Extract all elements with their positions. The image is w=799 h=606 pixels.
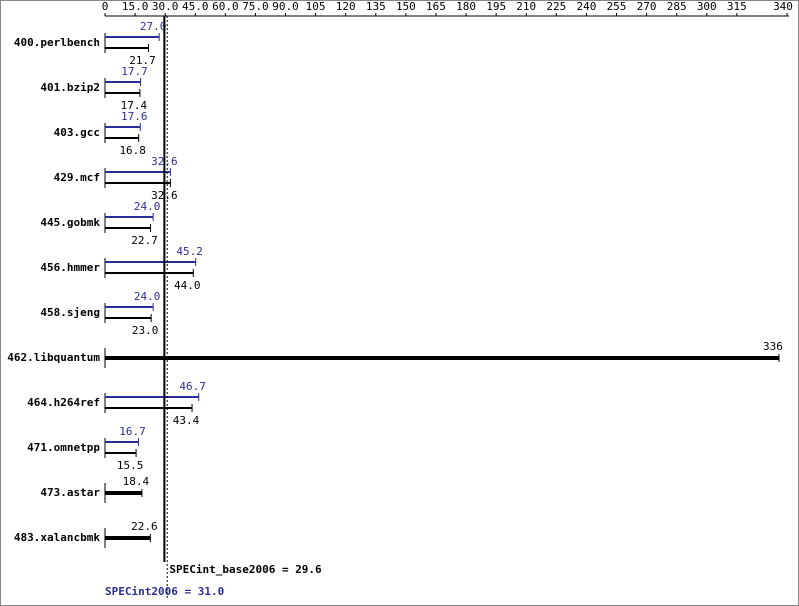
bar [105,126,141,128]
value-label: 16.7 [119,425,146,438]
bar [105,317,152,319]
value-label: 21.7 [129,54,156,67]
value-label: 17.4 [121,99,148,112]
reference-label: SPECint2006 = 31.0 [105,585,224,598]
bar [105,306,154,308]
value-label: 17.6 [121,110,148,123]
value-label: 44.0 [174,279,201,292]
category-label: 483.xalancbmk [14,531,100,544]
x-tick-label: 90.0 [272,0,299,13]
x-tick-label: 60.0 [212,0,239,13]
value-label: 45.2 [176,245,203,258]
x-tick-label: 285 [667,0,687,13]
value-label: 22.7 [131,234,158,247]
category-label: 445.gobmk [40,216,100,229]
bar [105,227,151,229]
x-tick-label: 105 [306,0,326,13]
x-tick-label: 195 [486,0,506,13]
value-label: 22.6 [131,520,158,533]
x-tick-label: 340 [773,0,793,13]
category-label: 462.libquantum [7,351,100,364]
value-label: 43.4 [173,414,200,427]
reference-label: SPECint_base2006 = 29.6 [169,563,322,576]
x-tick-label: 0 [102,0,109,13]
bar [105,441,139,443]
bar [105,182,171,184]
x-tick-label: 165 [426,0,446,13]
x-tick-label: 210 [516,0,536,13]
value-label: 17.7 [121,65,148,78]
x-tick-label: 255 [607,0,627,13]
x-tick-label: 120 [336,0,356,13]
x-tick-label: 30.0 [152,0,179,13]
value-label: 23.0 [132,324,159,337]
category-label: 403.gcc [54,126,100,139]
x-tick-label: 270 [637,0,657,13]
bar [105,47,149,49]
category-label: 401.bzip2 [40,81,100,94]
value-label: 24.0 [134,200,161,213]
bar [105,396,199,398]
value-label: 336 [763,340,783,353]
value-label: 27.0 [140,20,167,33]
category-label: 473.astar [40,486,100,499]
bar [105,92,140,94]
x-tick-label: 225 [546,0,566,13]
category-label: 458.sjeng [40,306,100,319]
category-label: 400.perlbench [14,36,100,49]
x-tick-label: 45.0 [182,0,209,13]
x-tick-label: 300 [697,0,717,13]
x-tick-label: 15.0 [122,0,149,13]
category-label: 456.hmmer [40,261,100,274]
value-label: 16.8 [119,144,146,157]
x-tick-label: 150 [396,0,416,13]
value-label: 46.7 [179,380,206,393]
value-label: 24.0 [134,290,161,303]
category-label: 429.mcf [54,171,100,184]
bar [105,171,171,173]
bar [105,81,141,83]
bar [105,216,154,218]
value-label: 15.5 [117,459,144,472]
bar [105,137,139,139]
x-tick-label: 75.0 [242,0,269,13]
bar [105,491,142,495]
x-tick-label: 315 [727,0,747,13]
bar [105,452,137,454]
bar [105,407,193,409]
x-tick-label: 180 [456,0,476,13]
category-label: 464.h264ref [27,396,100,409]
x-tick-label: 240 [576,0,596,13]
bar [105,272,194,274]
value-label: 18.4 [123,475,150,488]
bar [105,356,779,360]
bar [105,36,160,38]
bar [105,261,196,263]
bar [105,536,151,540]
category-label: 471.omnetpp [27,441,100,454]
x-tick-label: 135 [366,0,386,13]
